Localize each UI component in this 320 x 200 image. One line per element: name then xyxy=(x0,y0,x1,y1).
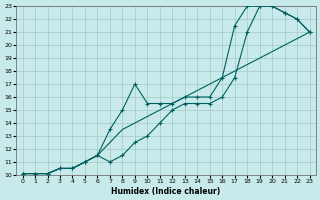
X-axis label: Humidex (Indice chaleur): Humidex (Indice chaleur) xyxy=(111,187,221,196)
